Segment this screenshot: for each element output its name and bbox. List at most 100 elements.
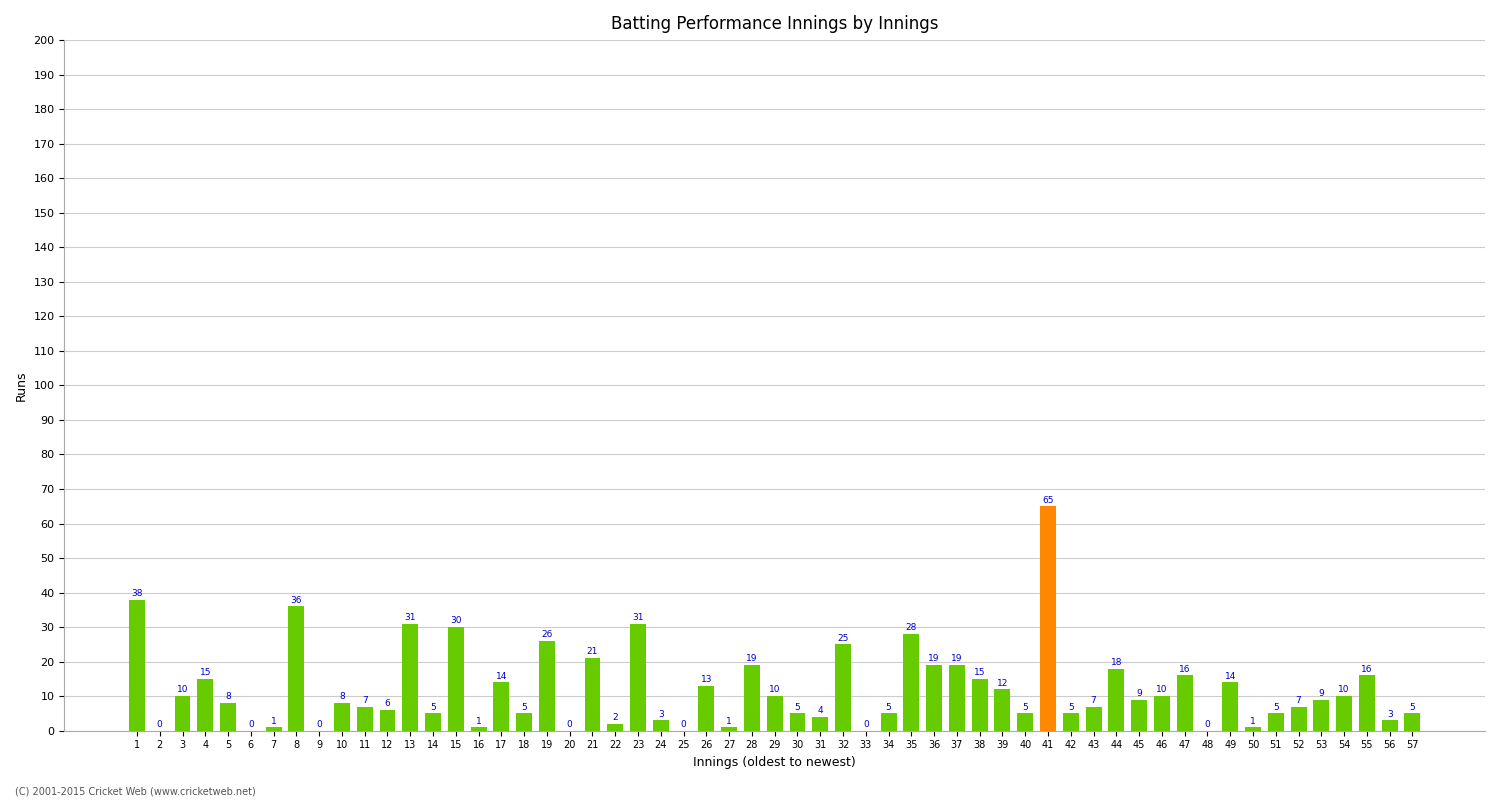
Bar [1108, 669, 1125, 730]
Text: 31: 31 [633, 613, 644, 622]
Text: 18: 18 [1110, 658, 1122, 667]
Text: 0: 0 [248, 720, 254, 729]
Bar [1017, 714, 1034, 730]
Bar [1040, 506, 1056, 730]
Bar [1154, 696, 1170, 730]
Bar [538, 641, 555, 730]
Bar [994, 690, 1011, 730]
Text: 1: 1 [270, 717, 276, 726]
Text: 1: 1 [476, 717, 482, 726]
Text: 19: 19 [928, 654, 940, 663]
Bar [380, 710, 396, 730]
Bar [198, 679, 213, 730]
Text: 5: 5 [1023, 702, 1028, 712]
Bar [516, 714, 532, 730]
Text: 5: 5 [1410, 702, 1416, 712]
Text: 65: 65 [1042, 495, 1054, 505]
Text: 0: 0 [681, 720, 687, 729]
Text: 16: 16 [1360, 665, 1372, 674]
Text: 5: 5 [1274, 702, 1278, 712]
Bar [1404, 714, 1420, 730]
Text: 0: 0 [862, 720, 868, 729]
Bar [334, 703, 350, 730]
Bar [950, 665, 964, 730]
Text: 31: 31 [405, 613, 416, 622]
Bar [1086, 706, 1101, 730]
Bar [766, 696, 783, 730]
Text: 26: 26 [542, 630, 552, 639]
Text: 36: 36 [291, 596, 302, 605]
Bar [1222, 682, 1238, 730]
Bar [903, 634, 920, 730]
Bar [288, 606, 304, 730]
Text: 2: 2 [612, 713, 618, 722]
Bar [129, 599, 146, 730]
Bar [836, 644, 850, 730]
Bar [494, 682, 510, 730]
Text: 7: 7 [1296, 696, 1302, 705]
Text: 9: 9 [1137, 689, 1142, 698]
Bar [1131, 700, 1148, 730]
Text: 38: 38 [130, 589, 142, 598]
Text: 6: 6 [384, 699, 390, 708]
Bar [880, 714, 897, 730]
Text: 5: 5 [885, 702, 891, 712]
Text: 4: 4 [818, 706, 824, 715]
Text: 10: 10 [1156, 686, 1167, 694]
Text: 5: 5 [1068, 702, 1074, 712]
Bar [1176, 675, 1192, 730]
Text: 28: 28 [906, 623, 916, 632]
Text: 14: 14 [495, 672, 507, 681]
Text: 5: 5 [430, 702, 436, 712]
X-axis label: Innings (oldest to newest): Innings (oldest to newest) [693, 756, 856, 769]
Bar [220, 703, 236, 730]
Bar [174, 696, 190, 730]
Text: 25: 25 [837, 634, 849, 642]
Text: 19: 19 [951, 654, 963, 663]
Bar [402, 624, 418, 730]
Text: (C) 2001-2015 Cricket Web (www.cricketweb.net): (C) 2001-2015 Cricket Web (www.cricketwe… [15, 786, 255, 796]
Text: 5: 5 [522, 702, 526, 712]
Text: 8: 8 [225, 692, 231, 702]
Bar [722, 727, 736, 730]
Text: 3: 3 [1388, 710, 1392, 718]
Text: 1: 1 [1250, 717, 1256, 726]
Text: 5: 5 [795, 702, 801, 712]
Bar [608, 724, 622, 730]
Text: 8: 8 [339, 692, 345, 702]
Text: 12: 12 [998, 678, 1008, 687]
Text: 19: 19 [746, 654, 758, 663]
Bar [1245, 727, 1262, 730]
Bar [926, 665, 942, 730]
Bar [789, 714, 806, 730]
Bar [448, 627, 464, 730]
Bar [266, 727, 282, 730]
Text: 30: 30 [450, 617, 462, 626]
Text: 15: 15 [974, 668, 986, 677]
Text: 21: 21 [586, 647, 598, 657]
Bar [1382, 720, 1398, 730]
Bar [744, 665, 760, 730]
Text: 0: 0 [567, 720, 573, 729]
Title: Batting Performance Innings by Innings: Batting Performance Innings by Innings [610, 15, 939, 33]
Bar [813, 717, 828, 730]
Text: 7: 7 [1090, 696, 1096, 705]
Bar [630, 624, 646, 730]
Bar [699, 686, 714, 730]
Text: 0: 0 [316, 720, 322, 729]
Text: 10: 10 [1338, 686, 1350, 694]
Bar [972, 679, 987, 730]
Text: 0: 0 [1204, 720, 1210, 729]
Bar [585, 658, 600, 730]
Text: 9: 9 [1318, 689, 1324, 698]
Bar [652, 720, 669, 730]
Bar [424, 714, 441, 730]
Text: 10: 10 [177, 686, 189, 694]
Bar [1290, 706, 1306, 730]
Bar [1359, 675, 1376, 730]
Bar [1336, 696, 1352, 730]
Y-axis label: Runs: Runs [15, 370, 28, 401]
Text: 3: 3 [658, 710, 663, 718]
Text: 13: 13 [700, 675, 712, 684]
Text: 14: 14 [1224, 672, 1236, 681]
